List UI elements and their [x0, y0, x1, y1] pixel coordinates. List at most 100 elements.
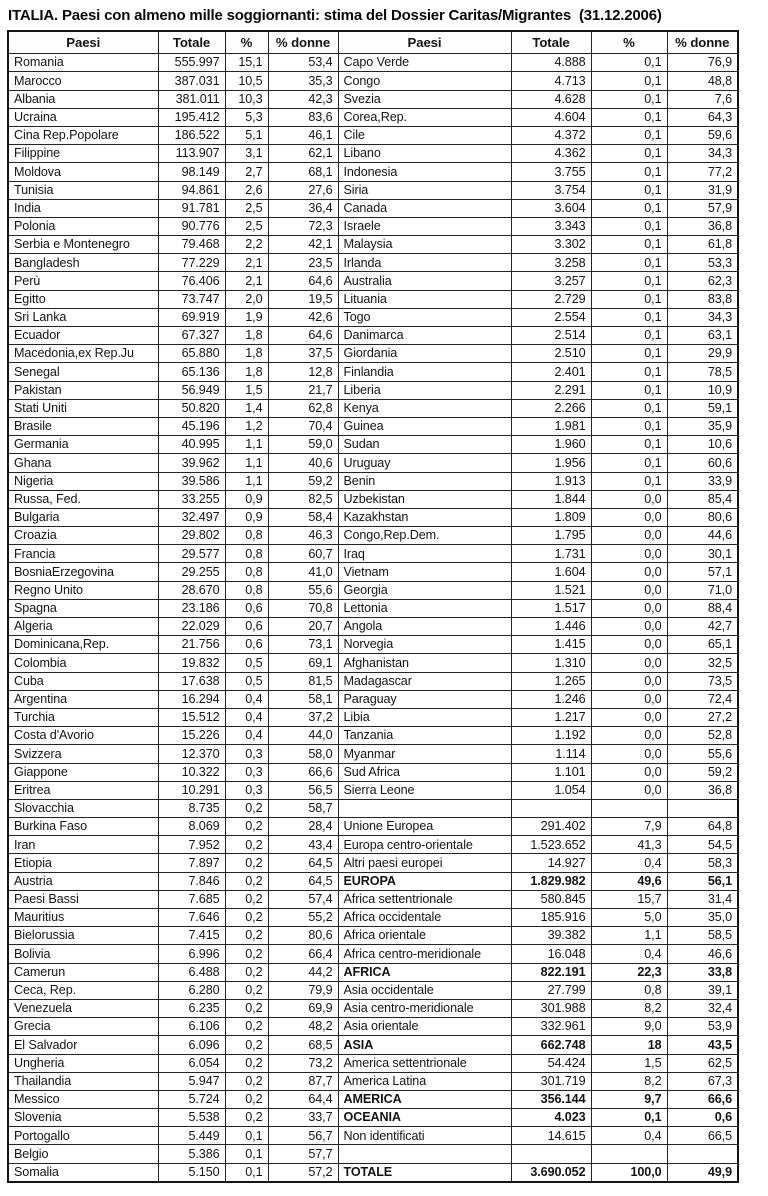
total-cell: 662.748 — [510, 1035, 592, 1055]
women-percent-cell: 61,8 — [666, 235, 739, 255]
percent-cell: 0,1 — [590, 125, 668, 146]
table-row: Marocco 387.031 10,5 35,3 Congo 4.713 0,1 48,8 — [7, 71, 739, 91]
women-percent-cell: 55,6 — [666, 744, 739, 764]
country-cell: Israele — [337, 216, 512, 237]
total-cell: 40.995 — [157, 435, 226, 455]
country-cell: Spagna — [7, 598, 159, 619]
percent-cell: 0,1 — [590, 307, 668, 328]
percent-cell: 1,8 — [224, 325, 269, 346]
total-cell: 8.735 — [157, 798, 226, 819]
total-cell: 186.522 — [157, 125, 226, 146]
percent-cell: 0,0 — [590, 598, 668, 619]
total-cell: 14.615 — [510, 1126, 592, 1146]
women-percent-cell: 82,5 — [267, 489, 339, 509]
country-cell: BosniaErzegovina — [7, 562, 159, 582]
total-cell: 3.258 — [510, 253, 592, 273]
total-cell: 10.322 — [157, 762, 226, 782]
percent-cell: 1,1 — [224, 435, 269, 455]
women-percent-cell: 49,9 — [666, 1162, 739, 1183]
percent-cell: 0,1 — [590, 344, 668, 364]
country-cell: Cina Rep.Popolare — [7, 125, 159, 146]
percent-cell: 0,1 — [590, 380, 668, 400]
percent-cell: 3,1 — [224, 144, 269, 164]
total-cell: 22.029 — [157, 616, 226, 637]
country-cell: Uruguay — [337, 453, 512, 473]
total-cell: 2.554 — [510, 307, 592, 328]
country-cell: Tunisia — [7, 180, 159, 200]
table-row: Croazia 29.802 0,8 46,3 Congo,Rep.Dem. 1.795 0… — [7, 526, 739, 546]
header-pct-right: % — [590, 30, 668, 55]
total-cell: 3.604 — [510, 198, 592, 218]
country-cell: Ucraina — [7, 107, 159, 127]
country-cell: Brasile — [7, 416, 159, 437]
table-row: Senegal 65.136 1,8 12,8 Finlandia 2.401 0,1 78,… — [7, 362, 739, 382]
women-percent-cell: 32,5 — [666, 653, 739, 673]
country-cell: Libia — [337, 707, 512, 728]
percent-cell — [590, 798, 668, 819]
table-row: Serbia e Montenegro 79.468 2,2 42,1 Malaysia… — [7, 235, 739, 255]
percent-cell: 0,2 — [224, 962, 269, 982]
total-cell: 7.846 — [157, 871, 226, 891]
percent-cell: 0,4 — [590, 1126, 668, 1146]
country-cell: Marocco — [7, 71, 159, 91]
percent-cell: 2,5 — [224, 216, 269, 237]
total-cell: 2.401 — [510, 362, 592, 382]
country-cell: Asia occidentale — [337, 980, 512, 1000]
soggiornanti-table: Paesi Totale % % donne Paesi Totale % % … — [7, 30, 739, 1183]
total-cell: 1.217 — [510, 707, 592, 728]
women-percent-cell: 41,0 — [267, 562, 339, 582]
country-cell: Africa orientale — [337, 926, 512, 946]
women-percent-cell: 66,6 — [666, 1089, 739, 1110]
country-cell: Cile — [337, 125, 512, 146]
country-cell: Moldova — [7, 162, 159, 182]
percent-cell: 2,1 — [224, 253, 269, 273]
country-cell: Stati Uniti — [7, 398, 159, 418]
table-row: Ungheria 6.054 0,2 73,2 America settentriona… — [7, 1053, 739, 1073]
percent-cell: 1,4 — [224, 398, 269, 418]
total-cell: 5.538 — [157, 1108, 226, 1128]
percent-cell: 0,2 — [224, 1017, 269, 1037]
women-percent-cell: 87,7 — [267, 1071, 339, 1091]
women-percent-cell: 55,6 — [267, 580, 339, 600]
women-percent-cell: 40,6 — [267, 453, 339, 473]
table-row: Austria 7.846 0,2 64,5 EUROPA 1.829.982 49,6 56… — [7, 871, 739, 891]
percent-cell — [590, 1144, 668, 1164]
percent-cell: 41,3 — [590, 835, 668, 855]
percent-cell: 0,0 — [590, 562, 668, 582]
country-cell: Francia — [7, 544, 159, 564]
women-percent-cell: 73,5 — [666, 671, 739, 691]
total-cell: 1.101 — [510, 762, 592, 782]
country-cell: Bangladesh — [7, 253, 159, 273]
country-cell: Croazia — [7, 526, 159, 546]
percent-cell: 0,0 — [590, 780, 668, 800]
percent-cell: 0,0 — [590, 544, 668, 564]
total-cell: 4.604 — [510, 107, 592, 127]
women-percent-cell: 32,4 — [666, 998, 739, 1019]
women-percent-cell: 64,5 — [267, 871, 339, 891]
total-cell: 3.343 — [510, 216, 592, 237]
percent-cell: 49,6 — [590, 871, 668, 891]
table-row: Somalia 5.150 0,1 57,2 TOTALE 3.690.052 100,0 4… — [7, 1162, 739, 1183]
total-cell: 332.961 — [510, 1017, 592, 1037]
table-row: Spagna 23.186 0,6 70,8 Lettonia 1.517 0,0 88,4 — [7, 598, 739, 619]
country-cell: Messico — [7, 1089, 159, 1110]
table-row: Slovacchia 8.735 0,2 58,7 — [7, 798, 739, 819]
country-cell: Guinea — [337, 416, 512, 437]
percent-cell: 0,1 — [590, 180, 668, 200]
country-cell: Lettonia — [337, 598, 512, 619]
women-percent-cell: 33,8 — [666, 962, 739, 982]
table-row: BosniaErzegovina 29.255 0,8 41,0 Vietnam 1.60… — [7, 562, 739, 582]
total-cell: 387.031 — [157, 71, 226, 91]
country-cell: Kazakhstan — [337, 507, 512, 528]
women-percent-cell: 58,3 — [666, 853, 739, 873]
women-percent-cell: 29,9 — [666, 344, 739, 364]
women-percent-cell: 55,2 — [267, 907, 339, 928]
table-row: Venezuela 6.235 0,2 69,9 Asia centro-meridio… — [7, 998, 739, 1019]
women-percent-cell: 68,5 — [267, 1035, 339, 1055]
country-cell: Paesi Bassi — [7, 889, 159, 910]
percent-cell: 8,2 — [590, 1071, 668, 1091]
total-cell: 29.255 — [157, 562, 226, 582]
women-percent-cell — [666, 798, 739, 819]
percent-cell: 0,1 — [590, 144, 668, 164]
total-cell: 113.907 — [157, 144, 226, 164]
